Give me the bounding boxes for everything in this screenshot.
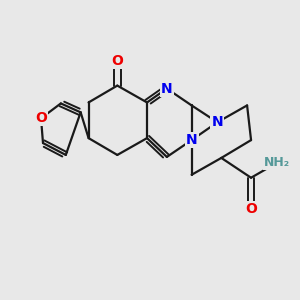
Text: N: N <box>212 115 223 129</box>
Text: O: O <box>35 111 47 125</box>
Text: NH₂: NH₂ <box>264 156 290 170</box>
Text: O: O <box>111 54 123 68</box>
Text: O: O <box>245 202 257 216</box>
Text: N: N <box>186 133 197 147</box>
Text: N: N <box>161 82 173 96</box>
